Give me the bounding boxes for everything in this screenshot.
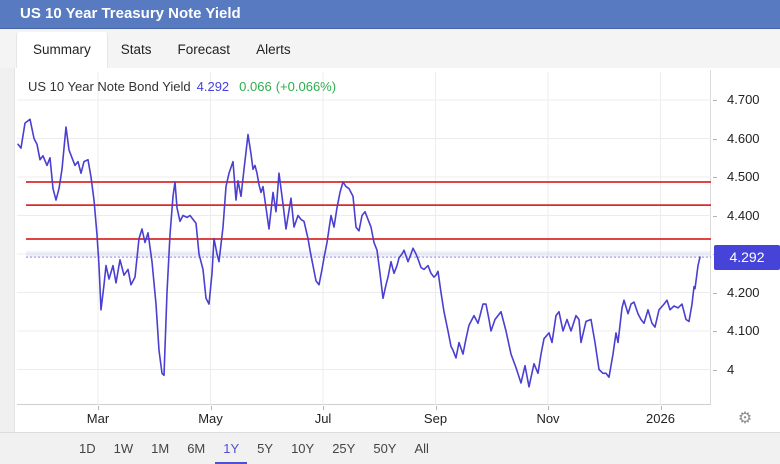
- y-axis-label: 4.700: [727, 92, 760, 107]
- range-25y[interactable]: 25Y: [332, 440, 356, 456]
- x-axis-tick: [323, 406, 324, 410]
- x-axis-label: Mar: [86, 411, 110, 426]
- window-title-bar: US 10 Year Treasury Note Yield: [0, 0, 780, 29]
- y-axis-label: 4: [727, 361, 735, 377]
- tab-summary[interactable]: Summary: [16, 32, 108, 68]
- plot-area[interactable]: [17, 70, 711, 405]
- x-axis-label: Jul: [314, 411, 332, 426]
- change-percent: (+0.066%): [275, 79, 337, 94]
- x-axis: Mar May Jul Sep Nov 2026: [17, 406, 711, 432]
- y-axis-tick: [713, 369, 717, 371]
- y-axis-tick: [713, 292, 717, 294]
- y-axis-tick: [713, 138, 717, 140]
- y-axis-label: 4.500: [727, 169, 760, 184]
- x-axis-label: 2026: [646, 411, 675, 426]
- window-title: US 10 Year Treasury Note Yield: [20, 5, 241, 22]
- range-5y[interactable]: 5Y: [257, 440, 274, 456]
- x-axis-label: May: [198, 411, 223, 426]
- price-line: [17, 118, 701, 388]
- current-value-line: [26, 251, 711, 258]
- instrument-name: US 10 Year Note Bond Yield: [28, 79, 191, 94]
- reference-lines: [26, 181, 711, 240]
- range-6m[interactable]: 6M: [187, 440, 206, 456]
- x-axis-tick: [435, 406, 437, 410]
- y-axis-tick: [713, 100, 717, 101]
- range-10y[interactable]: 10Y: [291, 440, 315, 456]
- x-axis-label: Sep: [423, 411, 448, 426]
- range-all[interactable]: All: [414, 440, 429, 456]
- range-toolbar: 1D 1W 1M 6M 1Y 5Y 10Y 25Y 50Y All: [0, 432, 780, 464]
- tab-forecast[interactable]: Forecast: [177, 42, 231, 57]
- x-axis-tick: [98, 406, 99, 410]
- range-1y[interactable]: 1Y: [215, 434, 248, 464]
- change-value: 0.066: [239, 79, 272, 94]
- range-50y[interactable]: 50Y: [373, 440, 397, 456]
- chart-panel: US 10 Year Note Bond Yield 4.292 0.066 (+0.…: [14, 68, 780, 432]
- last-value: 4.292: [196, 79, 230, 94]
- y-axis-tick: [713, 215, 717, 217]
- y-axis-label: 4.400: [727, 207, 760, 223]
- x-axis-tick: [210, 406, 212, 410]
- y-axis-label: 4.600: [727, 130, 760, 146]
- horizontal-gridlines: [17, 99, 711, 370]
- y-axis-tick: [713, 331, 717, 332]
- x-axis-label: Nov: [536, 411, 560, 426]
- tab-stats[interactable]: Stats: [120, 42, 152, 57]
- range-1d[interactable]: 1D: [79, 440, 96, 456]
- range-1m[interactable]: 1M: [151, 440, 170, 456]
- settings-gear-icon[interactable]: ⚙: [737, 410, 753, 427]
- last-price-badge: 4.292: [714, 245, 780, 271]
- y-axis-label: 4.200: [727, 284, 760, 300]
- y-axis-tick: [713, 177, 717, 178]
- tab-alerts[interactable]: Alerts: [256, 42, 291, 57]
- range-1w[interactable]: 1W: [113, 440, 134, 456]
- y-axis-label: 4.100: [727, 323, 760, 338]
- quote-header: US 10 Year Note Bond Yield 4.292 0.066 (+0.…: [28, 79, 336, 94]
- x-axis-tick: [548, 406, 549, 410]
- price-chart: [17, 72, 711, 405]
- x-axis-tick: [660, 406, 662, 410]
- tab-bar: Summary Stats Forecast Alerts: [0, 30, 780, 68]
